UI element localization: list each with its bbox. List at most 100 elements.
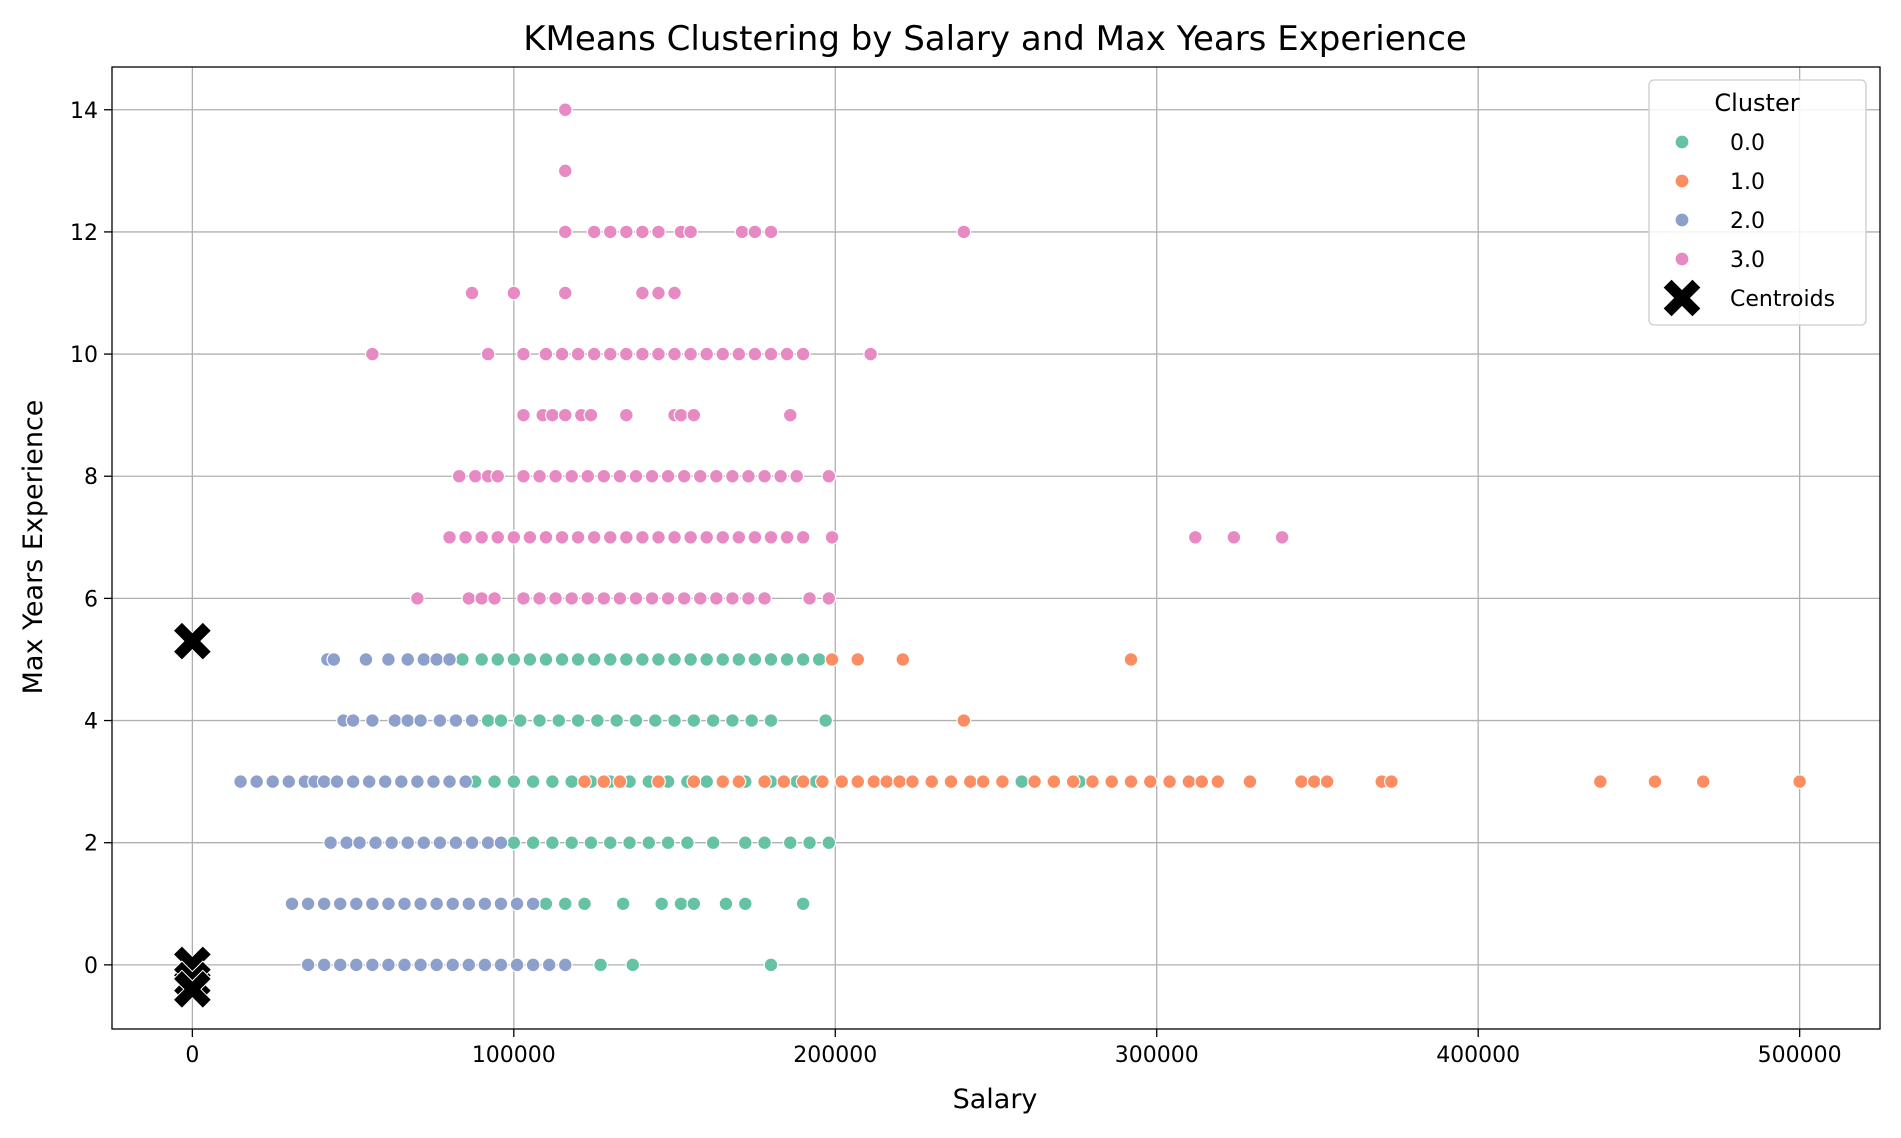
data-point (635, 529, 650, 545)
data-point (725, 590, 740, 606)
data-point (583, 835, 599, 851)
data-point (1142, 774, 1158, 790)
data-point (589, 713, 605, 728)
data-point (358, 652, 374, 667)
data-point (548, 468, 564, 484)
data-point (570, 346, 586, 362)
data-point (400, 835, 416, 851)
data-point (734, 224, 750, 240)
data-point (377, 774, 393, 790)
data-point (602, 346, 618, 362)
data-point (442, 652, 457, 667)
series-4 (172, 621, 213, 1010)
data-point (512, 713, 528, 728)
data-point (580, 468, 596, 484)
data-point (448, 835, 464, 851)
data-point (795, 652, 811, 667)
data-point (361, 774, 377, 790)
data-point (413, 896, 428, 912)
data-point (487, 774, 502, 790)
data-point (802, 590, 817, 606)
data-point (490, 468, 506, 484)
data-point (506, 529, 522, 545)
data-point (525, 835, 541, 851)
data-point (708, 590, 724, 606)
data-point (1274, 529, 1290, 545)
data-point (429, 896, 445, 912)
data-point (741, 590, 756, 606)
data-point (300, 896, 316, 912)
data-point (782, 835, 798, 851)
data-point (795, 774, 811, 790)
data-point (432, 835, 448, 851)
legend: Cluster 0.0 1.0 2.0 3.0 Centroids (1648, 79, 1867, 326)
y-tick-label: 14 (70, 99, 98, 124)
series-2 (233, 652, 573, 973)
data-point (544, 774, 560, 790)
series-0 (454, 652, 1087, 973)
data-point (364, 896, 380, 912)
data-point (618, 652, 634, 667)
data-point (442, 774, 457, 790)
data-point (332, 957, 348, 973)
series-3 (364, 102, 1290, 606)
legend-label: 3.0 (1730, 248, 1765, 273)
data-point (818, 713, 834, 728)
data-point (811, 652, 827, 667)
legend-label: 0.0 (1730, 131, 1765, 156)
data-point (557, 224, 573, 240)
data-point (538, 529, 554, 545)
data-point (409, 774, 425, 790)
data-point (474, 590, 490, 606)
data-point (461, 590, 477, 606)
data-point (654, 896, 670, 912)
data-point (680, 835, 695, 851)
y-tick-label: 10 (70, 343, 98, 368)
legend-label: Centroids (1730, 287, 1835, 312)
data-point (493, 957, 509, 973)
data-point (397, 896, 412, 912)
data-point (426, 774, 441, 790)
data-point (557, 102, 573, 118)
data-point (1226, 529, 1242, 545)
y-axis-label: Max Years Experience (18, 400, 49, 695)
data-point (1123, 774, 1139, 790)
data-point (445, 896, 461, 912)
data-point (329, 774, 345, 790)
data-point (763, 652, 779, 667)
data-point (509, 957, 525, 973)
data-point (506, 652, 522, 667)
data-point (509, 896, 525, 912)
data-point (635, 224, 650, 240)
data-point (718, 896, 734, 912)
data-point (1306, 774, 1322, 790)
data-point (516, 468, 531, 484)
data-point (364, 713, 380, 728)
data-point (400, 652, 416, 667)
data-point (824, 529, 840, 545)
data-point (409, 590, 425, 606)
data-point (779, 652, 795, 667)
data-point (821, 590, 837, 606)
data-point (641, 835, 657, 851)
data-point (795, 896, 811, 912)
data-point (464, 285, 480, 301)
data-point (747, 652, 763, 667)
data-point (699, 774, 715, 790)
data-point (692, 590, 708, 606)
data-point (757, 468, 772, 484)
data-point (962, 774, 978, 790)
data-point (532, 590, 547, 606)
chart-title: KMeans Clustering by Salary and Max Year… (523, 19, 1467, 59)
data-point (522, 529, 538, 545)
data-point (686, 774, 702, 790)
data-point (541, 957, 557, 973)
data-point (525, 957, 541, 973)
data-point (879, 774, 895, 790)
data-point (300, 957, 316, 973)
data-point (943, 774, 959, 790)
data-point (776, 774, 792, 790)
data-point (544, 835, 560, 851)
data-point (580, 590, 596, 606)
